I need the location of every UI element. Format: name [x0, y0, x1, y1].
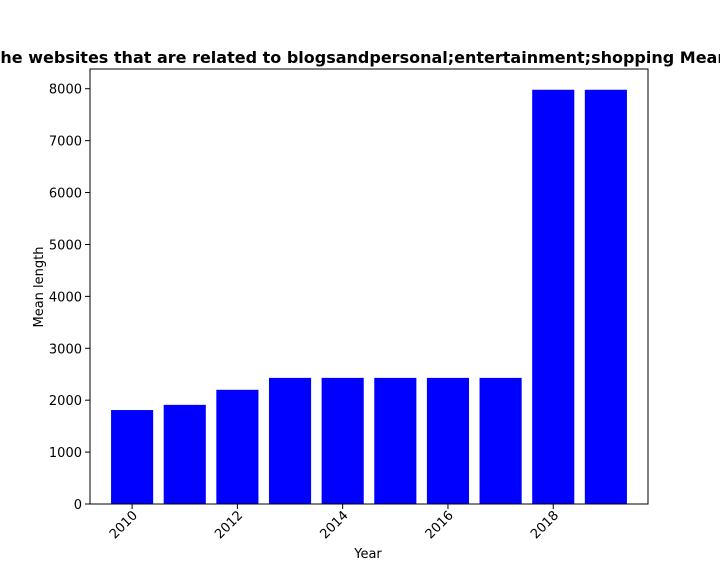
- x-tick-label: 2012: [212, 508, 246, 542]
- x-axis-label: Year: [353, 547, 382, 562]
- chart-title: Mean length of the websites that are rel…: [0, 48, 720, 67]
- x-tick-label: 2010: [107, 508, 141, 542]
- bar-2018: [532, 89, 575, 504]
- y-axis-label: Mean length: [32, 247, 47, 328]
- bar-2010: [111, 410, 154, 504]
- bar-2012: [216, 389, 259, 504]
- bar-2017: [479, 377, 522, 504]
- y-axis: 0 1000 2000 3000 4000 5000 6000 7000 8000: [49, 83, 90, 513]
- x-tick-label: 2018: [528, 508, 562, 542]
- bars-group: [111, 89, 627, 504]
- bar-2014: [321, 377, 364, 504]
- y-tick-label: 6000: [49, 187, 82, 202]
- x-axis: 2010 2012 2014 2016 2018: [107, 504, 562, 542]
- y-tick-label: 3000: [49, 342, 82, 357]
- plot-frame: [89, 68, 649, 505]
- bar-2011: [163, 404, 206, 504]
- y-tick-label: 1000: [49, 446, 82, 461]
- y-tick-label: 2000: [49, 394, 82, 409]
- x-tick-label: 2014: [318, 508, 352, 542]
- bar-2015: [374, 377, 417, 504]
- bar-2013: [268, 377, 312, 504]
- bar-2019: [584, 89, 627, 504]
- y-tick-label: 0: [74, 498, 82, 513]
- y-tick-label: 4000: [49, 290, 82, 305]
- y-tick-label: 8000: [49, 83, 82, 98]
- bar-2016: [426, 377, 470, 504]
- y-tick-label: 5000: [49, 238, 82, 253]
- x-tick-label: 2016: [423, 508, 457, 542]
- y-tick-label: 7000: [49, 135, 82, 150]
